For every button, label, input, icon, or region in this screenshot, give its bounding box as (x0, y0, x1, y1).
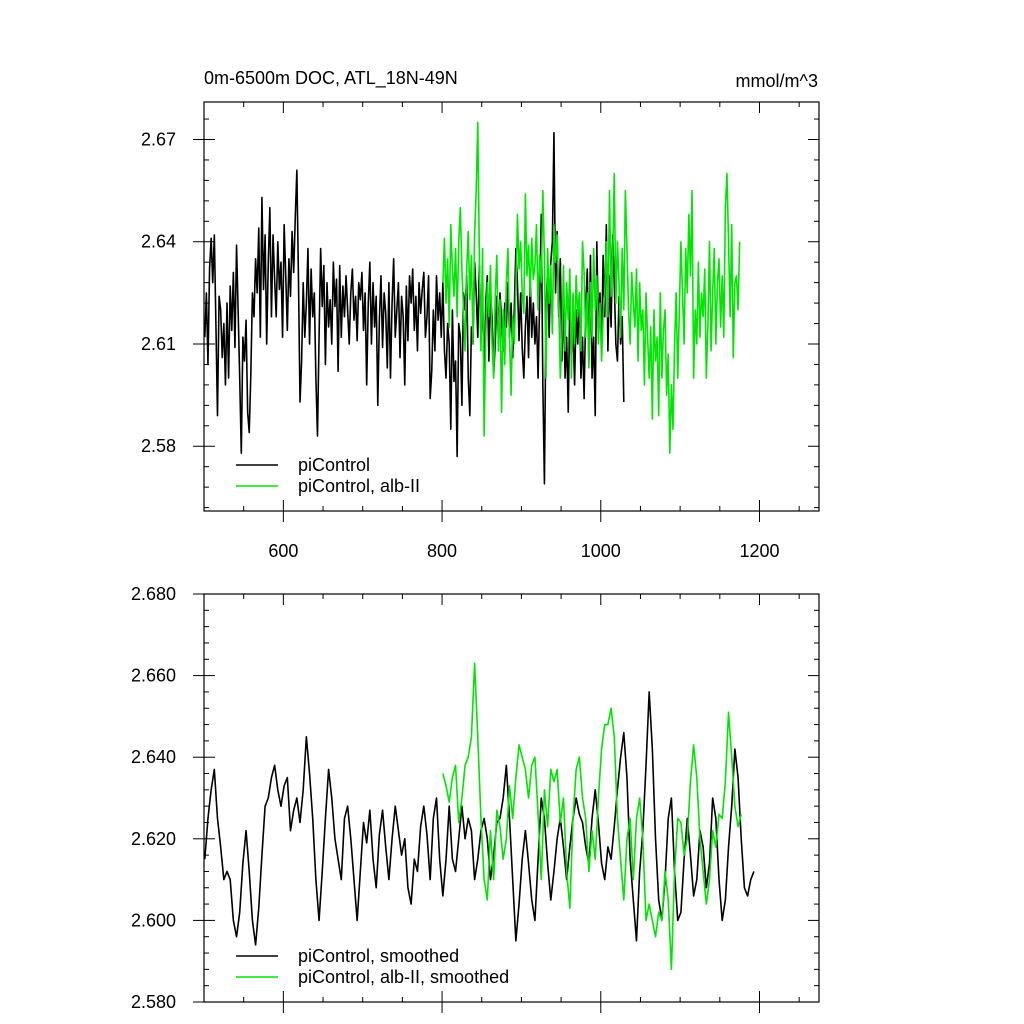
series-line-1 (442, 662, 743, 971)
y-axis: 2.580 2.600 2.620 2.640 2.660 2.680 (131, 584, 819, 1012)
y-tick-label: 2.620 (131, 829, 176, 849)
y-tick-label: 2.64 (141, 232, 176, 252)
series-group (203, 662, 755, 971)
legend-label: piControl, smoothed (298, 946, 459, 966)
y-axis: 2.58 2.61 2.64 2.67 (141, 118, 819, 509)
series-line-0 (203, 131, 625, 485)
legend-label: piControl, alb-II (298, 476, 420, 496)
y-tick-label: 2.680 (131, 584, 176, 604)
plot-frame (203, 101, 820, 512)
y-tick-label: 2.61 (141, 334, 176, 354)
x-tick-label: 800 (427, 541, 457, 561)
x-axis: 600 800 1000 1200 (203, 102, 800, 561)
series-line-1 (442, 121, 741, 454)
x-tick-label: 1000 (581, 541, 621, 561)
series-line-0 (203, 691, 755, 946)
y-tick-label: 2.580 (131, 992, 176, 1012)
legend-label: piControl, alb-II, smoothed (298, 967, 509, 987)
x-tick-label: 1200 (739, 541, 779, 561)
series-group (203, 121, 741, 485)
y-tick-label: 2.640 (131, 747, 176, 767)
y-tick-label: 2.660 (131, 666, 176, 686)
x-axis (203, 594, 800, 1013)
units-label: mmol/m^3 (736, 71, 818, 91)
x-tick-label: 600 (268, 541, 298, 561)
y-tick-label: 2.58 (141, 436, 176, 456)
plot-frame (203, 593, 820, 1003)
y-tick-label: 2.600 (131, 910, 176, 930)
y-tick-label: 2.67 (141, 129, 176, 149)
bottom-panel: 2.580 2.600 2.620 2.640 2.660 2.680 piControl,… (131, 584, 820, 1013)
chart-title: 0m-6500m DOC, ATL_18N-49N (204, 68, 458, 89)
legend-label: piControl (298, 455, 370, 475)
top-panel: 0m-6500m DOC, ATL_18N-49N mmol/m^3 600 80… (141, 68, 820, 561)
